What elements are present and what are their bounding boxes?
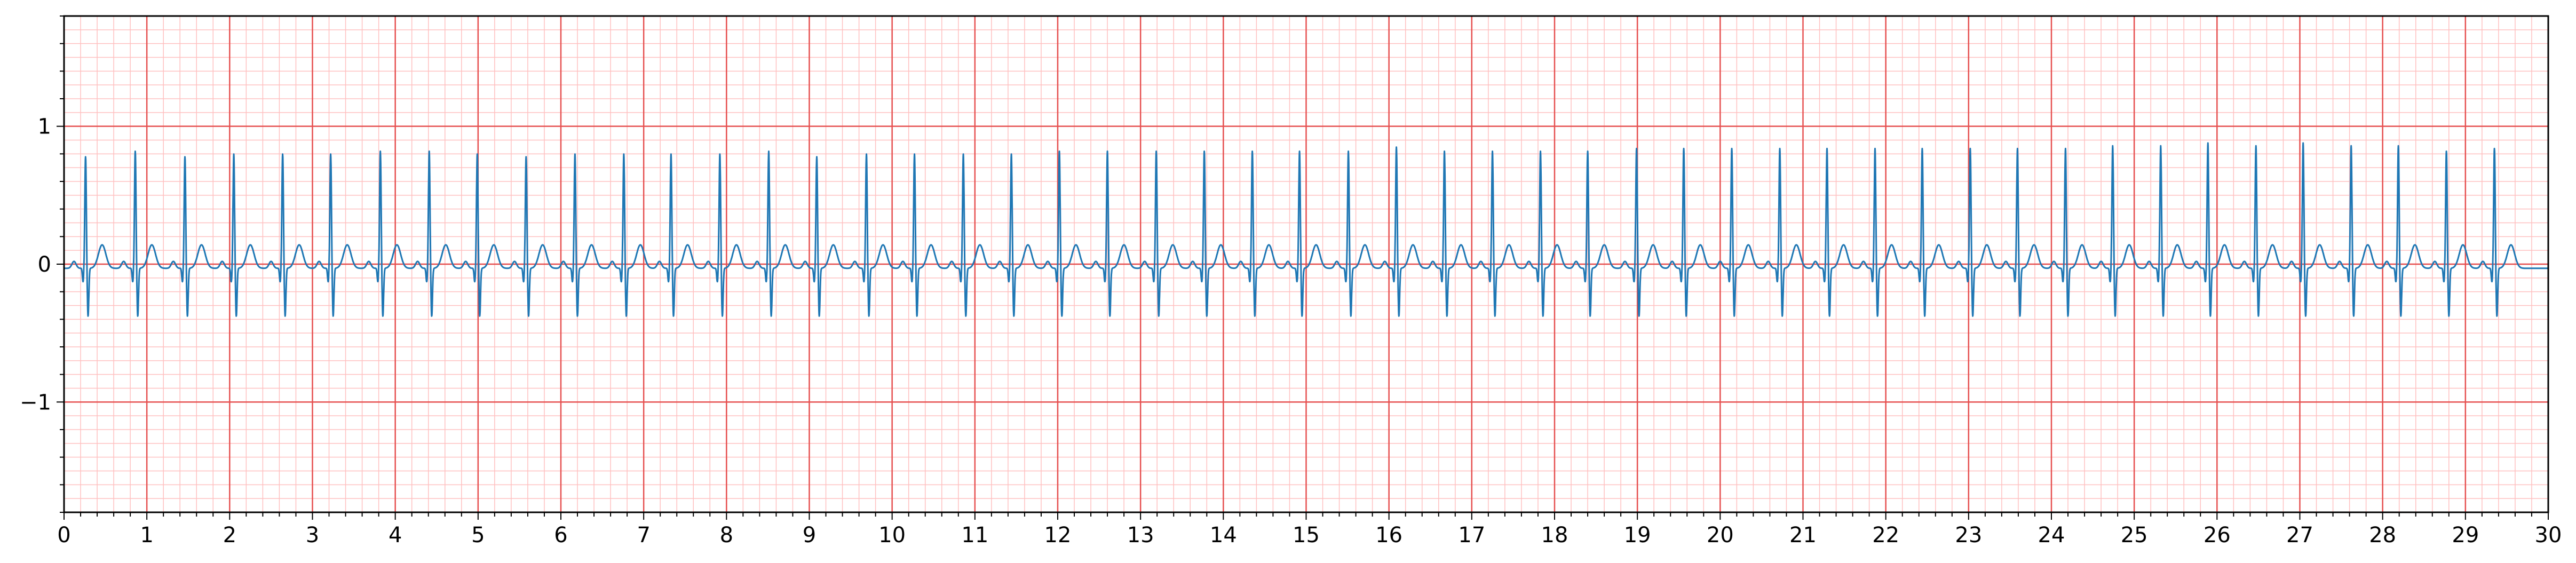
x-tick-label: 27 [2286, 523, 2313, 548]
x-tick-label: 26 [2204, 523, 2231, 548]
x-tick-label: 0 [57, 523, 70, 548]
x-tick-label: 23 [1955, 523, 1982, 548]
x-axis: 0 1 2 3 4 5 6 7 8 9 10 11 12 13 14 15 16 17 18 19 20 21 22 23 24… [57, 512, 2562, 548]
x-tick-label: 3 [306, 523, 319, 548]
y-tick-label: 0 [38, 252, 51, 277]
x-tick-label: 20 [1707, 523, 1734, 548]
y-tick-label: 1 [38, 115, 51, 139]
x-tick-label: 10 [878, 523, 906, 548]
ecg-trace-line [63, 142, 2549, 317]
x-tick-label: 11 [961, 523, 988, 548]
x-tick-label: 21 [1789, 523, 1817, 548]
x-tick-label: 16 [1375, 523, 1402, 548]
x-tick-label: 4 [389, 523, 402, 548]
x-tick-label: 18 [1541, 523, 1568, 548]
x-tick-label: 1 [140, 523, 153, 548]
x-tick-label: 14 [1210, 523, 1237, 548]
x-tick-label: 6 [554, 523, 567, 548]
x-tick-label: 28 [2369, 523, 2396, 548]
x-tick-label: 22 [1872, 523, 1899, 548]
y-axis: −1 0 1 [20, 15, 64, 513]
y-tick-label: −1 [20, 390, 51, 415]
x-tick-label: 7 [637, 523, 650, 548]
x-tick-label: 5 [471, 523, 485, 548]
x-tick-label: 25 [2121, 523, 2148, 548]
x-tick-label: 17 [1458, 523, 1485, 548]
x-tick-label: 24 [2038, 523, 2065, 548]
x-tick-label: 15 [1293, 523, 1320, 548]
x-tick-label: 9 [803, 523, 816, 548]
x-tick-label: 30 [2535, 523, 2562, 548]
x-tick-label: 29 [2452, 523, 2479, 548]
x-tick-label: 13 [1127, 523, 1154, 548]
x-tick-label: 2 [223, 523, 236, 548]
x-tick-label: 8 [720, 523, 733, 548]
x-tick-label: 19 [1624, 523, 1651, 548]
x-tick-label: 12 [1044, 523, 1072, 548]
